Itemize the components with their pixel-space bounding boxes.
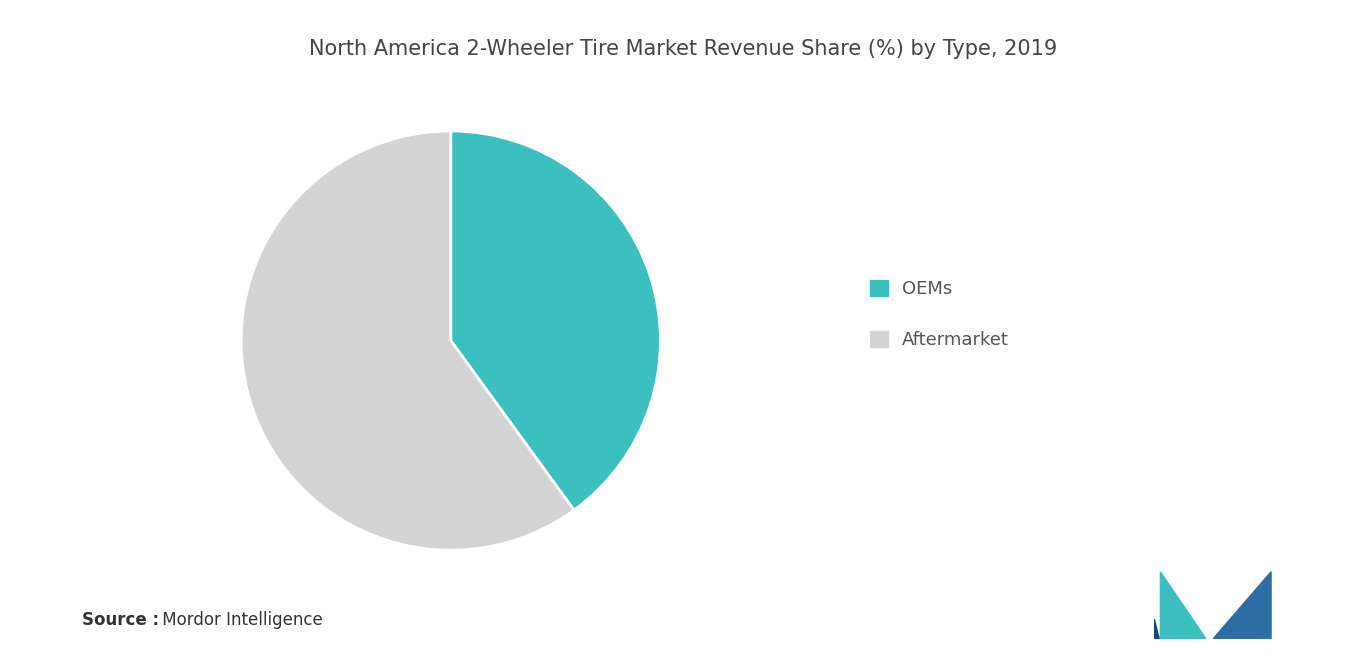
Polygon shape: [1213, 572, 1270, 639]
Wedge shape: [451, 131, 660, 510]
Text: North America 2-Wheeler Tire Market Revenue Share (%) by Type, 2019: North America 2-Wheeler Tire Market Reve…: [309, 39, 1057, 60]
Wedge shape: [242, 131, 574, 550]
Text: Mordor Intelligence: Mordor Intelligence: [157, 611, 322, 629]
Legend: OEMs, Aftermarket: OEMs, Aftermarket: [870, 280, 1009, 349]
Polygon shape: [1154, 619, 1160, 639]
Text: Source :: Source :: [82, 611, 158, 629]
Polygon shape: [1160, 572, 1206, 639]
